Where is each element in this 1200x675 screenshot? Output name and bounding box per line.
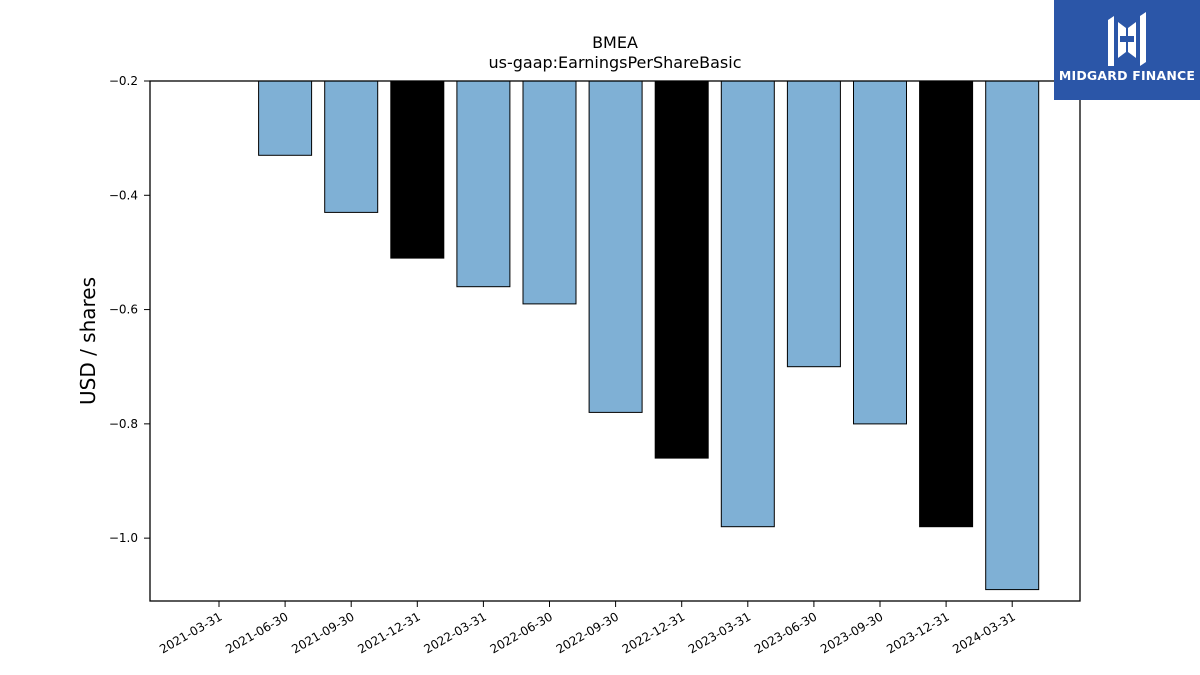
y-tick-label: −0.2 — [109, 74, 138, 88]
bars-group — [258, 80, 1040, 591]
y-tick-label: −0.4 — [109, 188, 138, 202]
x-tick-label: 2021-09-30 — [289, 609, 356, 656]
y-axis-label: USD / shares — [76, 277, 100, 405]
x-tick-label: 2023-06-30 — [752, 609, 819, 656]
chart-subtitle: us-gaap:EarningsPerShareBasic — [488, 53, 741, 72]
x-tick-label: 2021-12-31 — [355, 609, 422, 656]
midgard-finance-logo: MIDGARD FINANCE — [1054, 0, 1200, 100]
bar-2024-03-31 — [985, 80, 1040, 591]
bar-2022-09-30 — [588, 80, 643, 413]
bar-2021-12-31 — [390, 80, 445, 259]
y-ticks-group: −0.2 −0.4 −0.6 −0.8 −1.0 — [109, 74, 150, 545]
x-ticks-group: 2021-03-312021-06-302021-09-302021-12-31… — [157, 601, 1018, 656]
bar-2022-12-31 — [654, 80, 709, 459]
x-tick-label: 2023-03-31 — [686, 609, 753, 656]
logo-text: MIDGARD FINANCE — [1058, 68, 1196, 83]
bar-2023-12-31 — [919, 80, 974, 528]
y-tick-label: −1.0 — [109, 531, 138, 545]
plot-frame — [149, 80, 1081, 602]
chart-title: BMEA — [592, 33, 638, 52]
bar-2023-06-30 — [786, 80, 841, 368]
x-tick-label: 2023-12-31 — [884, 609, 951, 656]
x-tick-label: 2022-06-30 — [488, 609, 555, 656]
bar-2021-06-30 — [258, 80, 313, 156]
bar-2023-09-30 — [853, 80, 907, 425]
bar-2022-06-30 — [522, 80, 577, 305]
bar-2023-03-31 — [720, 80, 775, 528]
bar-2021-09-30 — [324, 80, 379, 213]
y-tick-label: −0.6 — [109, 303, 138, 317]
midgard-finance-logo-icon — [1108, 12, 1146, 66]
x-tick-label: 2022-03-31 — [421, 609, 488, 656]
y-tick-label: −0.8 — [109, 417, 138, 431]
x-tick-label: 2022-12-31 — [620, 609, 687, 656]
x-tick-label: 2021-03-31 — [157, 609, 224, 656]
bar-2022-03-31 — [456, 80, 511, 288]
x-tick-label: 2021-06-30 — [223, 609, 290, 656]
x-tick-label: 2023-09-30 — [818, 609, 885, 656]
x-tick-label: 2022-09-30 — [554, 609, 621, 656]
x-tick-label: 2024-03-31 — [950, 609, 1017, 656]
